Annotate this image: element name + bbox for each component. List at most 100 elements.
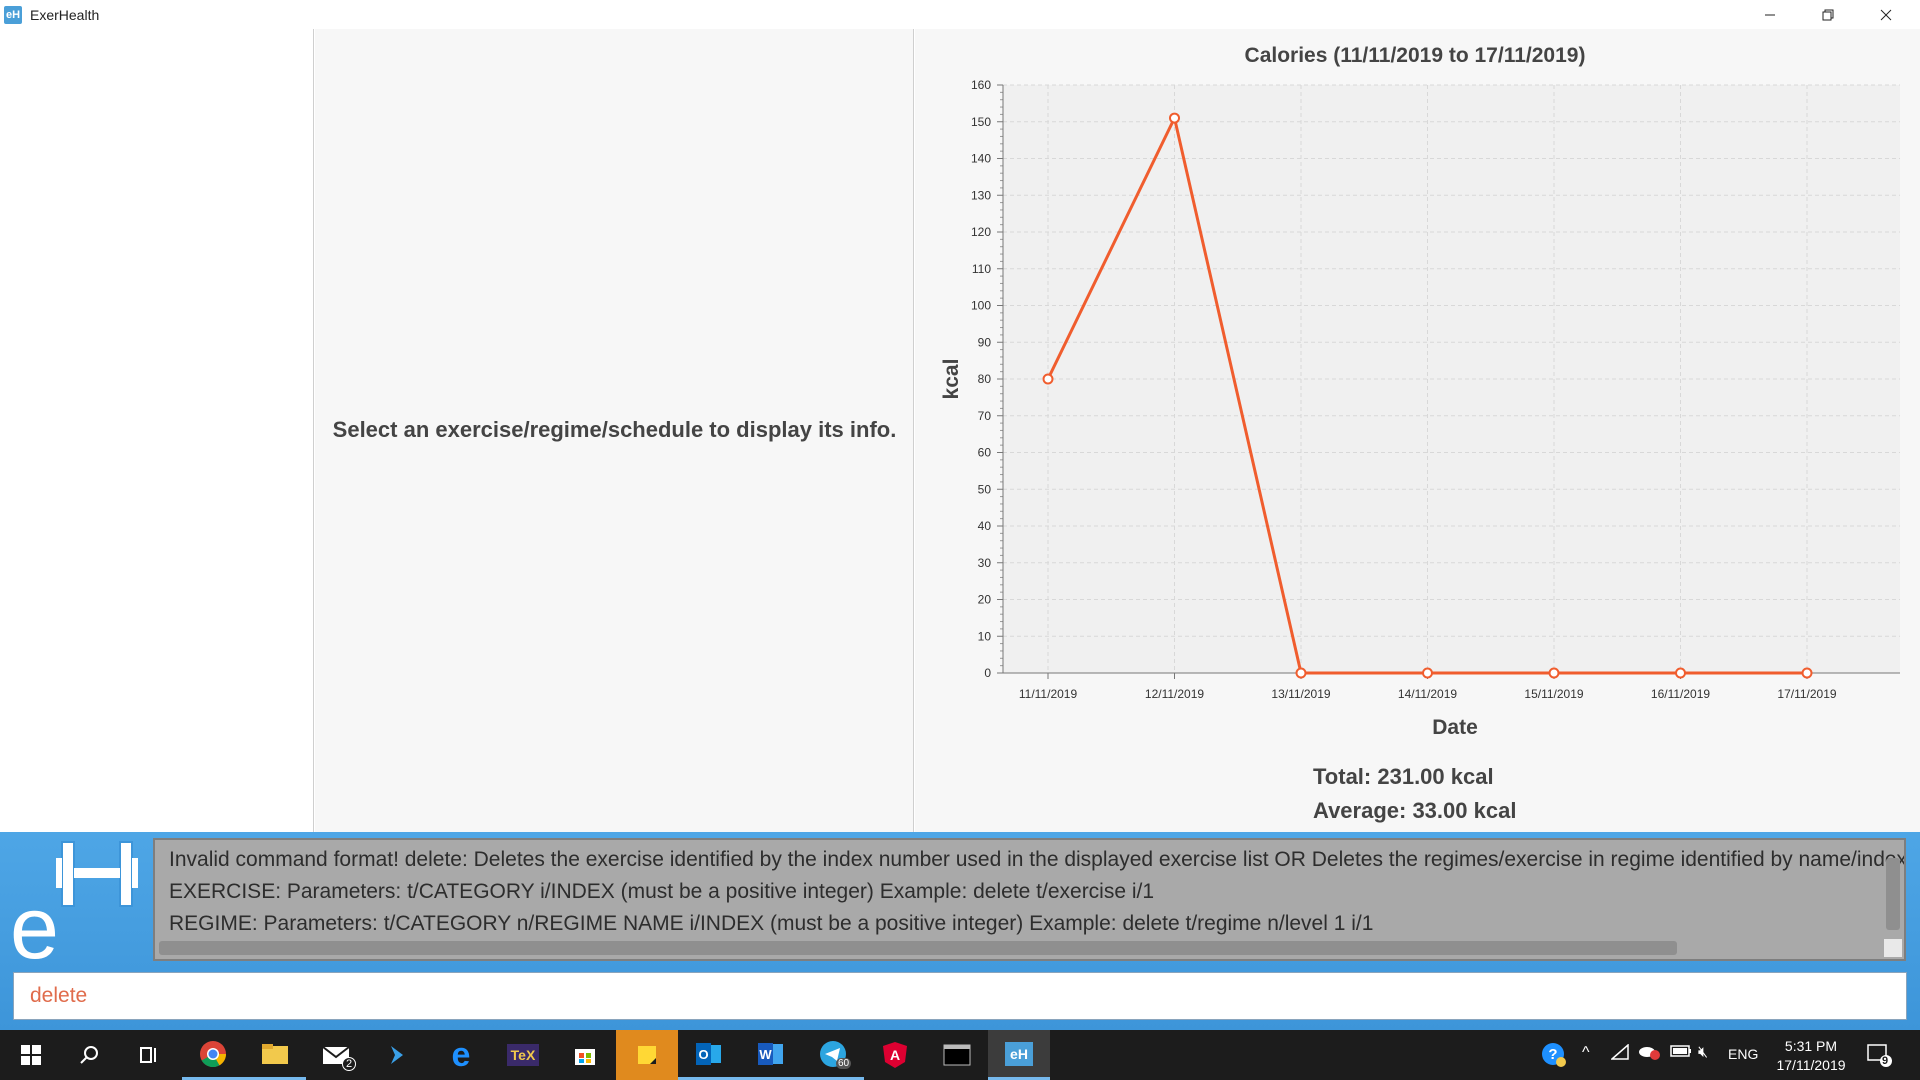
y-tick-label: 110 [972,262,991,276]
list-panel[interactable] [0,29,314,832]
taskbar: 2 e TeX O W 60 A [0,1030,1920,1080]
y-tick-label: 100 [971,299,991,313]
taskbar-word[interactable]: W [740,1030,802,1080]
wifi-icon[interactable] [1610,1043,1629,1065]
taskbar-angular[interactable]: A [864,1030,926,1080]
data-point [1675,667,1686,679]
help-icon[interactable]: ? [1541,1042,1567,1073]
total-calories: Total: 231.00 kcal [1313,764,1494,789]
telegram-badge: 60 [836,1058,852,1069]
restore-icon [1822,9,1834,20]
minimize-icon [1765,14,1775,15]
y-tick-label: 20 [978,593,992,607]
y-tick-labels: 0 10 20 30 40 50 60 70 80 90 100 110 120 130 140 150 160 [971,78,991,680]
svg-text:W: W [759,1047,772,1062]
info-panel: Select an exercise/regime/schedule to di… [315,29,914,832]
language-indicator[interactable]: ENG [1728,1046,1759,1062]
mail-badge: 2 [342,1057,357,1071]
cloud-error-icon [1639,1047,1660,1060]
x-tick-labels: 11/11/2019 12/11/2019 13/11/2019 14/11/2019… [1019,687,1837,701]
taskbar-chrome[interactable] [182,1030,244,1080]
restore-button[interactable] [1799,0,1857,29]
calories-line-chart: Calories (11/11/2019 to 17/11/2019) 0 10 2… [940,44,1900,739]
y-tick-label: 150 [971,115,991,129]
y-tick-label: 140 [971,152,991,166]
edge-icon: e [451,1035,471,1074]
onedrive-error-icon[interactable] [1638,1044,1660,1065]
terminal-icon [943,1044,971,1066]
wifi-signal-icon [1610,1043,1629,1060]
volume-muted-icon[interactable]: 🔇︎ [1698,1044,1709,1061]
task-view-icon [140,1047,156,1063]
taskbar-edge[interactable]: e [430,1030,492,1080]
minimize-button[interactable] [1741,0,1799,29]
taskbar-terminal[interactable] [926,1030,988,1080]
info-placeholder-text: Select an exercise/regime/schedule to di… [332,417,897,442]
windows-start-icon [21,1045,41,1065]
data-point [1295,667,1307,679]
close-button[interactable] [1857,0,1915,29]
sticky-notes-icon [638,1046,656,1064]
vertical-scrollbar[interactable] [1886,858,1900,930]
close-icon [1880,9,1892,20]
start-button[interactable] [0,1030,62,1080]
grid-lines [1003,84,1900,674]
data-point [1801,667,1813,679]
visual-studio-icon [391,1046,403,1064]
horizontal-scrollbar[interactable] [159,941,1677,955]
x-tick-label: 12/11/2019 [1145,687,1204,701]
scrollbar-corner [1884,939,1902,957]
angular-icon: A [883,1042,907,1068]
taskbar-sticky-notes[interactable] [616,1030,678,1080]
chart-panel: Calories (11/11/2019 to 17/11/2019) 0 10 2… [915,29,1920,832]
y-tick-label: 120 [971,225,991,239]
command-input[interactable] [13,972,1907,1020]
show-hidden-icons-chevron-icon[interactable]: ^ [1582,1044,1590,1061]
taskbar-file-explorer[interactable] [244,1030,306,1080]
y-axis-label: kcal [940,359,963,400]
search-icon [80,1046,98,1064]
x-tick-label: 13/11/2019 [1271,687,1330,701]
file-explorer-icon [262,1043,288,1064]
search-button[interactable] [58,1030,120,1080]
exerhealth-logo: e [10,841,138,961]
y-tick-label: 50 [978,482,992,496]
title-bar: eH ExerHealth [0,0,1920,29]
svg-text:?: ? [1548,1046,1557,1063]
store-icon [575,1049,595,1065]
taskbar-mail[interactable]: 2 [306,1030,368,1080]
taskbar-telegram[interactable]: 60 [802,1030,864,1080]
taskbar-tex[interactable]: TeX [492,1030,554,1080]
taskbar-store[interactable] [554,1030,616,1080]
word-icon: W [758,1042,783,1065]
app-icon: eH [4,5,22,24]
data-point [1548,667,1560,679]
y-tick-label: 90 [978,335,992,349]
result-line: REGIME: Parameters: t/CATEGORY n/REGIME … [169,912,1374,935]
x-tick-label: 17/11/2019 [1777,687,1836,701]
x-tick-label: 11/11/2019 [1019,687,1078,701]
clock[interactable]: 5:31 PM 17/11/2019 [1766,1037,1856,1075]
x-tick-label: 15/11/2019 [1524,687,1583,701]
help-question-icon: ? [1542,1043,1566,1067]
task-view-button[interactable] [118,1030,180,1080]
taskbar-visual-studio-code[interactable] [368,1030,430,1080]
battery-status-icon [1670,1045,1691,1057]
result-display[interactable]: Invalid command format! delete: Deletes … [153,838,1906,961]
window-title: ExerHealth [30,6,100,23]
svg-text:A: A [890,1047,900,1063]
chrome-icon [200,1040,227,1067]
taskbar-exerhealth[interactable]: eH [988,1030,1050,1080]
clock-time: 5:31 PM [1784,1038,1838,1054]
x-tick-label: 14/11/2019 [1398,687,1457,701]
x-tick-label: 16/11/2019 [1651,687,1710,701]
chart-title: Calories (11/11/2019 to 17/11/2019) [1245,44,1586,67]
average-calories: Average: 33.00 kcal [1313,798,1517,823]
taskbar-outlook[interactable]: O [678,1030,740,1080]
y-tick-label: 160 [971,78,991,92]
action-center-icon[interactable]: 9 [1866,1042,1894,1073]
battery-icon[interactable] [1670,1044,1692,1063]
series-line [1042,112,1813,679]
y-tick-label: 40 [978,519,992,533]
outlook-icon: O [696,1042,721,1065]
